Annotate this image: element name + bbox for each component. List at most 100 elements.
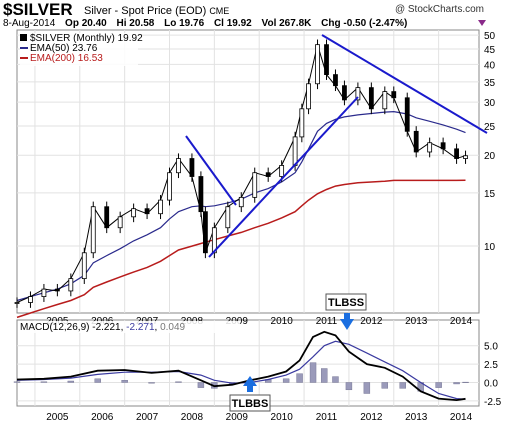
tlbbs-annotation: TLBBS <box>229 376 271 412</box>
price-bar <box>90 206 96 254</box>
chart-symbol: $SILVER <box>3 0 73 19</box>
macd-y-tick-label: 0.0 <box>484 378 498 389</box>
histogram-bar <box>332 376 339 383</box>
price-line <box>16 42 466 303</box>
tlbss-label: TLBSS <box>328 297 364 309</box>
legend-price-swatch <box>20 34 27 41</box>
quote-open: Op 20.40 <box>65 18 107 29</box>
price-bar <box>299 108 305 138</box>
histogram-bar <box>94 378 101 383</box>
price-x-tick-label: 2013 <box>405 316 428 327</box>
histogram-bar <box>381 382 389 389</box>
quote-date: 8-Aug-2014 <box>3 18 56 29</box>
price-x-tick-label: 2010 <box>271 316 294 327</box>
price-bar <box>440 142 446 150</box>
price-bar <box>68 278 74 292</box>
histogram-bar <box>321 368 328 383</box>
price-legend: $SILVER (Monthly) 19.92 EMA(50) 23.76 EM… <box>20 33 143 66</box>
histogram-bar <box>175 381 182 383</box>
price-bar <box>14 302 20 304</box>
price-bar <box>202 211 208 254</box>
quote-close: Cl 19.92 <box>213 18 252 29</box>
trendline-up <box>208 96 359 258</box>
price-bar <box>117 216 123 229</box>
legend-ema50: EMA(50) 23.76 <box>30 43 98 54</box>
quote-volume: Vol 267.8K <box>261 18 312 29</box>
tlbss-arrow-icon <box>340 313 354 330</box>
macd-y-tick-label: 5.0 <box>484 342 498 353</box>
macd-x-tick-label: 2006 <box>91 412 114 423</box>
macd-legend: MACD(12,26,9) -2.221, -2.271, 0.049 <box>20 321 240 333</box>
price-bar <box>355 87 361 101</box>
macd-line <box>16 330 466 402</box>
price-bar <box>265 172 271 177</box>
macd-x-tick-label: 2009 <box>226 412 249 423</box>
macd-series <box>16 330 466 402</box>
price-bar <box>333 74 338 87</box>
quote-high: Hi 20.58 <box>116 18 155 29</box>
price-bar <box>306 83 311 110</box>
price-bar <box>382 91 388 110</box>
price-x-tick-label: 2012 <box>360 316 383 327</box>
price-x-tick-label: 2014 <box>450 316 473 327</box>
price-bar <box>176 158 181 174</box>
tlbbs-label: TLBBS <box>232 398 269 410</box>
price-bar <box>167 172 172 201</box>
histogram-bar <box>282 378 290 383</box>
price-y-tick-label: 10 <box>484 242 496 253</box>
histogram-bar <box>13 381 21 383</box>
histogram-bar <box>40 381 48 383</box>
macd-signal-series <box>16 340 466 400</box>
histogram-bar <box>435 382 442 388</box>
macd-x-ticks: 2005 2006 2007 2008 2009 2010 2011 2012 2013 2014 <box>46 412 472 423</box>
price-bar <box>28 296 33 303</box>
ema50-series <box>16 110 466 302</box>
quote-low: Lo 19.76 <box>164 18 205 29</box>
macd-y-tick-label: 2.5 <box>484 360 498 371</box>
price-bar <box>211 227 217 254</box>
price-bar <box>252 172 258 198</box>
price-y-tick-label: 15 <box>484 189 496 200</box>
price-bar <box>54 288 60 292</box>
price-bar <box>463 155 468 159</box>
macd-x-tick-label: 2005 <box>46 412 69 423</box>
macd-y-tick-label: -2.5 <box>484 397 502 408</box>
ema200-line <box>16 179 466 319</box>
price-y-tick-label: 50 <box>484 31 496 42</box>
macd-y-ticks: -2.5 0.0 2.5 5.0 <box>484 342 502 408</box>
price-y-tick-label: 40 <box>484 60 496 71</box>
price-y-tick-label: 20 <box>484 151 496 162</box>
chart-description: Silver - Spot Price (EOD) CME <box>84 5 229 17</box>
macd-legend-text: MACD(12,26,9) -2.221, -2.271, 0.049 <box>20 322 186 333</box>
histogram-bar <box>148 382 155 384</box>
price-bar <box>342 85 347 101</box>
histogram-bar <box>462 381 469 383</box>
macd-x-tick-label: 2013 <box>405 412 428 423</box>
price-x-tick-label: 2011 <box>316 316 338 327</box>
price-bar <box>279 165 285 177</box>
macd-x-tick-label: 2011 <box>316 412 338 423</box>
price-bar <box>404 97 410 132</box>
price-y-tick-label: 25 <box>484 122 496 133</box>
price-bar <box>131 208 137 218</box>
price-y-tick-label: 35 <box>484 78 496 89</box>
price-bar <box>391 91 397 99</box>
price-bar <box>292 136 298 166</box>
macd-x-tick-label: 2014 <box>450 412 473 423</box>
macd-x-tick-label: 2007 <box>136 412 159 423</box>
price-y-ticks: 10 15 20 25 30 35 40 45 50 <box>484 31 496 253</box>
ema50-line <box>16 110 466 302</box>
macd-x-tick-label: 2012 <box>360 412 383 423</box>
histogram-bar <box>453 382 460 385</box>
price-y-tick-label: 30 <box>484 98 496 109</box>
histogram-bar <box>309 362 317 383</box>
histogram-bar <box>197 382 205 388</box>
stockcharts-credit[interactable]: @ StockCharts.com <box>394 4 484 15</box>
price-bar <box>144 208 150 215</box>
macd-x-tick-label: 2008 <box>181 412 204 423</box>
price-bar <box>198 176 204 213</box>
ema200-series <box>16 179 466 319</box>
signal-line <box>16 340 466 400</box>
description-text: Silver - Spot Price (EOD) <box>84 5 207 17</box>
tlbss-annotation: TLBSS <box>325 293 367 330</box>
